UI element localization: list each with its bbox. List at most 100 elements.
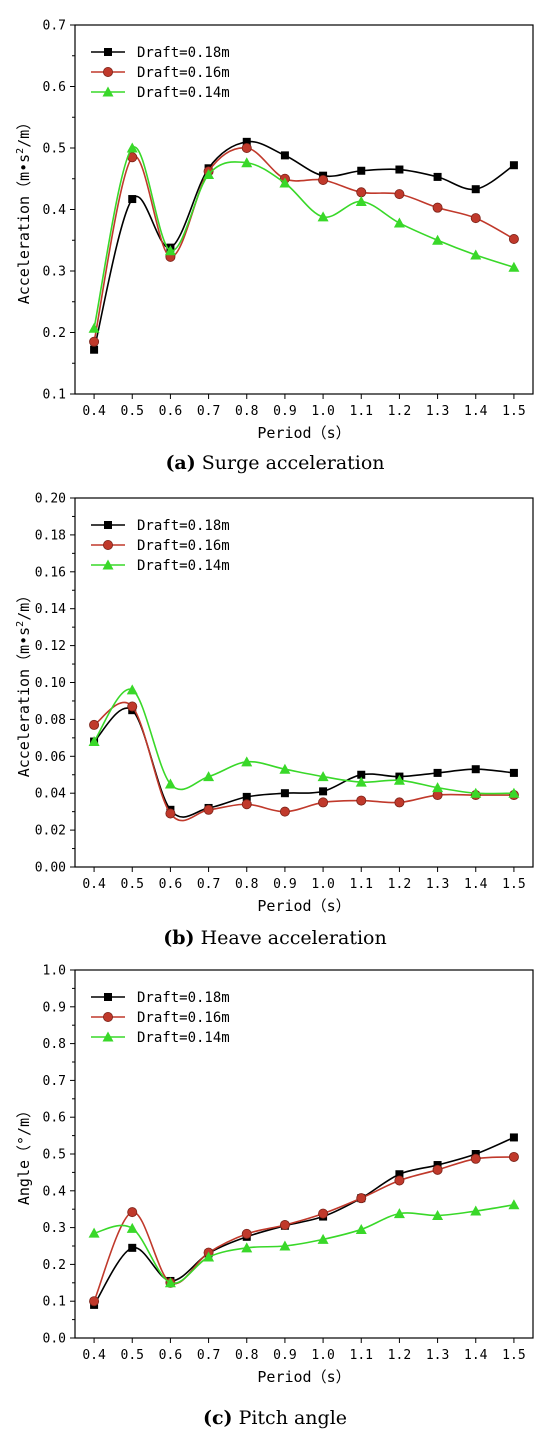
y-axis-label-main: Acceleration（m•s [15,627,33,777]
data-point [318,174,329,185]
data-point [395,1170,404,1179]
data-point [241,1228,252,1239]
data-point [355,1223,367,1234]
data-point [165,808,176,819]
data-point [280,789,289,798]
data-point [128,1243,137,1252]
y-tick-label: 0.0 [43,1332,66,1347]
data-point [203,168,215,179]
x-tick-label: 0.5 [121,404,144,419]
data-point [279,177,291,188]
data-point [508,1199,520,1210]
y-tick-label: 0.06 [35,750,66,765]
y-tick-label: 0.4 [43,203,67,218]
y-tick-label: 0.1 [43,1295,66,1310]
legend-label: Draft=0.16m [137,1010,230,1026]
x-tick-label: 0.9 [273,1348,296,1363]
data-point [470,787,482,798]
data-point [432,202,443,213]
x-tick-label: 0.4 [82,1348,106,1363]
series-3 [88,1199,520,1288]
y-axis-label-main: Acceleration（m•s [15,154,33,304]
data-point [509,768,518,777]
y-tick-label: 0.8 [43,1037,66,1052]
data-point [89,1296,100,1307]
legend-marker [104,521,112,529]
data-point [279,1220,290,1231]
x-tick-label: 0.5 [121,1348,144,1363]
data-point [508,1151,519,1162]
x-tick-label: 1.4 [464,1348,488,1363]
y-tick-label: 1.0 [43,964,66,979]
x-tick-label: 0.7 [197,1348,220,1363]
data-point [508,234,519,245]
y-tick-label: 0.6 [43,80,66,95]
y-axis-label-sup: 2 [15,621,26,627]
y-tick-label: 0.2 [43,1258,66,1273]
data-point [241,157,253,168]
legend-label: Draft=0.14m [137,558,230,574]
data-point [393,1208,405,1219]
x-tick-label: 1.1 [350,404,373,419]
y-tick-label: 0.2 [43,326,66,341]
data-point [89,336,100,347]
data-point [242,137,251,146]
y-axis-label: Acceleration（m•s2/m） [15,588,33,778]
y-tick-label: 0.02 [35,824,66,839]
series-line [93,701,514,822]
data-point [203,771,215,782]
y-tick-label: 0.18 [35,528,66,543]
y-axis-label: Acceleration（m•s2/m） [15,115,33,305]
data-point [89,719,100,730]
y-axis-label: Angle（°/m） [15,1103,33,1205]
data-point [355,776,367,787]
x-tick-label: 0.6 [159,1348,182,1363]
x-tick-label: 1.5 [502,1348,525,1363]
y-tick-label: 0.1 [43,388,66,403]
data-point [394,1175,405,1186]
y-axis-label-main: Angle（°/m） [15,1103,33,1205]
data-point [164,1277,176,1288]
series-2 [89,701,519,822]
x-tick-label: 1.0 [311,877,334,892]
data-point [470,249,482,260]
legend-marker [104,993,112,1001]
data-point [356,187,367,198]
legend-marker [104,48,112,56]
x-tick-label: 0.7 [197,877,220,892]
legend: Draft=0.18m Draft=0.16m Draft=0.14m [91,518,230,574]
y-tick-label: 0.12 [35,639,66,654]
data-point [470,213,481,224]
data-point [279,763,291,774]
series-3 [88,142,520,333]
data-point [317,1233,329,1244]
data-point [164,778,176,789]
y-tick-label: 0.4 [43,1184,67,1199]
series-1 [90,706,518,818]
data-point [393,217,405,228]
data-point [127,701,138,712]
x-tick-label: 1.5 [502,877,525,892]
data-point [128,195,137,204]
x-tick-label: 0.8 [235,877,258,892]
data-point [432,782,444,793]
data-point [88,1227,100,1238]
data-point [88,322,100,333]
y-tick-label: 0.9 [43,1000,66,1015]
data-point [394,189,405,200]
data-point [470,1153,481,1164]
y-tick-label: 0.6 [43,1111,66,1126]
data-point [432,234,444,245]
y-tick-label: 0.10 [35,676,66,691]
series-2 [89,142,519,347]
x-tick-label: 1.2 [388,404,411,419]
pitch-angle-panel: 0.0 0.1 0.2 0.3 0.4 0.5 0.6 0.7 0.8 0.9 1.0 0.4 0.5 0… [0,955,550,1445]
data-point [126,684,138,695]
x-tick-label: 0.4 [82,404,106,419]
data-point [88,736,100,747]
legend-label: Draft=0.18m [137,518,230,534]
surge-acceleration-panel: 0.1 0.2 0.3 0.4 0.5 0.6 0.7 0.4 0.5 0.6 0.7 0.8 0.9 1… [0,0,550,480]
x-tick-label: 1.1 [350,1348,373,1363]
data-point [355,196,367,207]
data-point [241,1242,253,1253]
